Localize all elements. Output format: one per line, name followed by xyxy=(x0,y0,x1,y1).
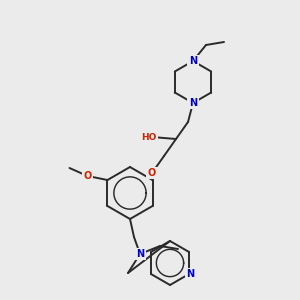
Text: N: N xyxy=(186,269,194,279)
Text: N: N xyxy=(189,56,197,66)
Text: O: O xyxy=(148,168,156,178)
Text: O: O xyxy=(83,171,92,181)
Text: HO: HO xyxy=(141,133,157,142)
Text: N: N xyxy=(136,249,144,259)
Text: N: N xyxy=(189,98,197,108)
